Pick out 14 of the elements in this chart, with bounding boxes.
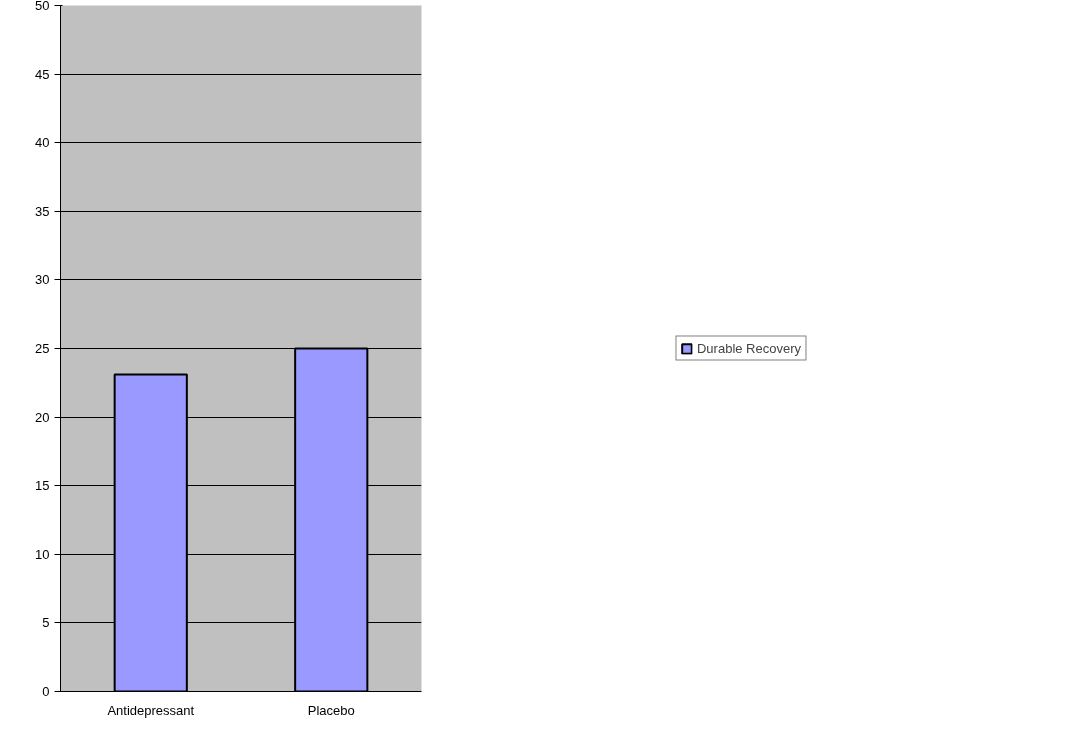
x-tick-label: Antidepressant (107, 702, 195, 718)
y-tick-label: 30 (35, 272, 50, 288)
y-tick-label: 10 (35, 546, 50, 562)
y-tick-label: 35 (35, 203, 50, 219)
x-tick-label: Placebo (307, 702, 355, 718)
y-tick-label: 5 (42, 615, 50, 631)
legend-label: Durable Recovery (696, 340, 802, 356)
y-tick-label: 20 (35, 409, 50, 425)
y-tick-label: 0 (42, 684, 50, 699)
y-tick-label: 40 (35, 135, 50, 151)
y-tick-label: 15 (35, 478, 50, 494)
y-tick-label: 50 (35, 0, 50, 13)
y-tick-label: 45 (35, 66, 50, 82)
y-tick-label: 25 (35, 341, 50, 356)
